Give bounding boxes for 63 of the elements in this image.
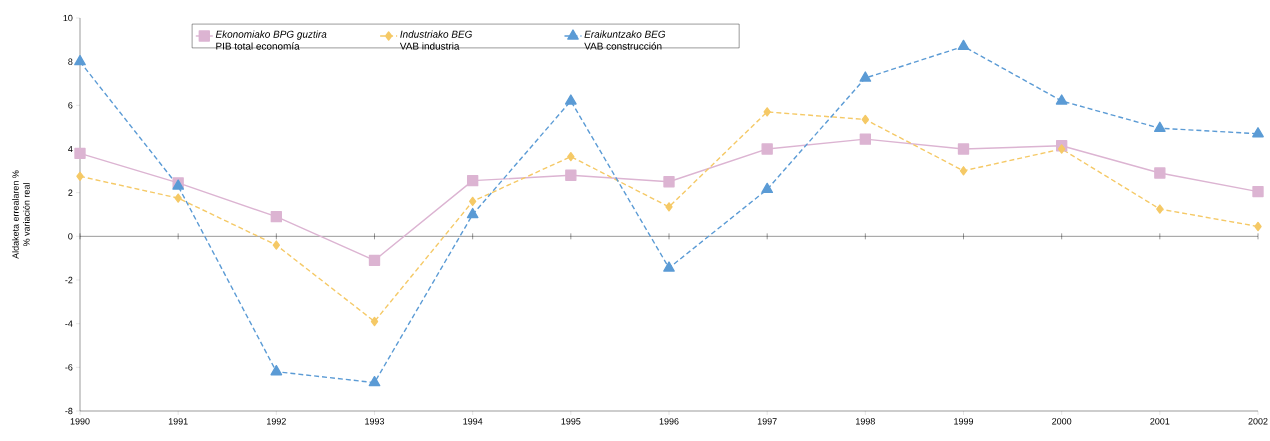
x-tick-label: 2000 bbox=[1052, 418, 1072, 425]
point bbox=[270, 211, 283, 223]
point bbox=[564, 94, 577, 105]
point bbox=[1057, 144, 1066, 154]
y-tick-label: -8 bbox=[65, 407, 73, 415]
x-tick-label: 1993 bbox=[365, 418, 385, 425]
point bbox=[761, 143, 773, 155]
x-tick-label: 2002 bbox=[1248, 418, 1268, 425]
x-tick-label: 1992 bbox=[267, 418, 286, 425]
legend-label: Industriako BEG VAB industria bbox=[399, 30, 472, 50]
point bbox=[270, 365, 283, 376]
point bbox=[663, 261, 675, 272]
y-tick-label: -6 bbox=[65, 364, 73, 371]
x-tick-label: 1995 bbox=[561, 418, 581, 425]
y-axis-title: Aldaketa errealaren % % variación real bbox=[12, 170, 30, 259]
point bbox=[466, 207, 479, 219]
x-tick-label: 1996 bbox=[659, 418, 679, 425]
point bbox=[468, 196, 477, 207]
y-tick-label: 0 bbox=[68, 233, 73, 240]
y-tick-label: 4 bbox=[68, 145, 73, 153]
x-tick-label: 1997 bbox=[757, 418, 777, 425]
point bbox=[466, 174, 479, 187]
point bbox=[859, 71, 872, 82]
x-tick-label: 1990 bbox=[70, 418, 90, 425]
point bbox=[74, 54, 86, 66]
x-tick-label: 1991 bbox=[168, 418, 188, 425]
point bbox=[663, 176, 675, 188]
point bbox=[368, 254, 381, 267]
point bbox=[957, 143, 970, 155]
y-tick-label: 6 bbox=[68, 102, 73, 109]
point bbox=[861, 114, 870, 125]
x-tick-label: 1998 bbox=[856, 418, 875, 425]
x-tick-label: 1999 bbox=[954, 418, 974, 425]
y-tick-label: 2 bbox=[68, 189, 73, 196]
point bbox=[761, 182, 774, 194]
point bbox=[859, 133, 872, 145]
point bbox=[1156, 204, 1164, 214]
point bbox=[763, 107, 771, 117]
legend-label: Ekonomiako BPG guztira PIB total economía bbox=[215, 30, 327, 50]
x-tick-label: 2001 bbox=[1150, 418, 1170, 425]
point bbox=[1154, 167, 1166, 179]
x-tick-label: 1994 bbox=[463, 418, 483, 425]
y-tick-label: 8 bbox=[68, 58, 73, 65]
point bbox=[1252, 127, 1264, 138]
point bbox=[74, 147, 86, 160]
point bbox=[1254, 221, 1262, 232]
y-tick-label: -2 bbox=[65, 276, 73, 284]
point bbox=[1252, 185, 1264, 198]
point bbox=[567, 151, 575, 162]
point bbox=[565, 169, 577, 181]
point bbox=[1055, 94, 1068, 105]
point bbox=[174, 193, 182, 203]
point bbox=[76, 171, 84, 181]
legend-label: Eraikuntzako BEG VAB construcción bbox=[584, 30, 666, 50]
point bbox=[665, 202, 673, 212]
point bbox=[370, 316, 379, 327]
point bbox=[1153, 121, 1166, 132]
y-tick-label: -4 bbox=[65, 320, 73, 327]
point bbox=[959, 166, 968, 176]
point bbox=[272, 240, 281, 250]
point bbox=[957, 39, 970, 51]
y-tick-label: 10 bbox=[63, 14, 73, 22]
point bbox=[368, 375, 381, 387]
